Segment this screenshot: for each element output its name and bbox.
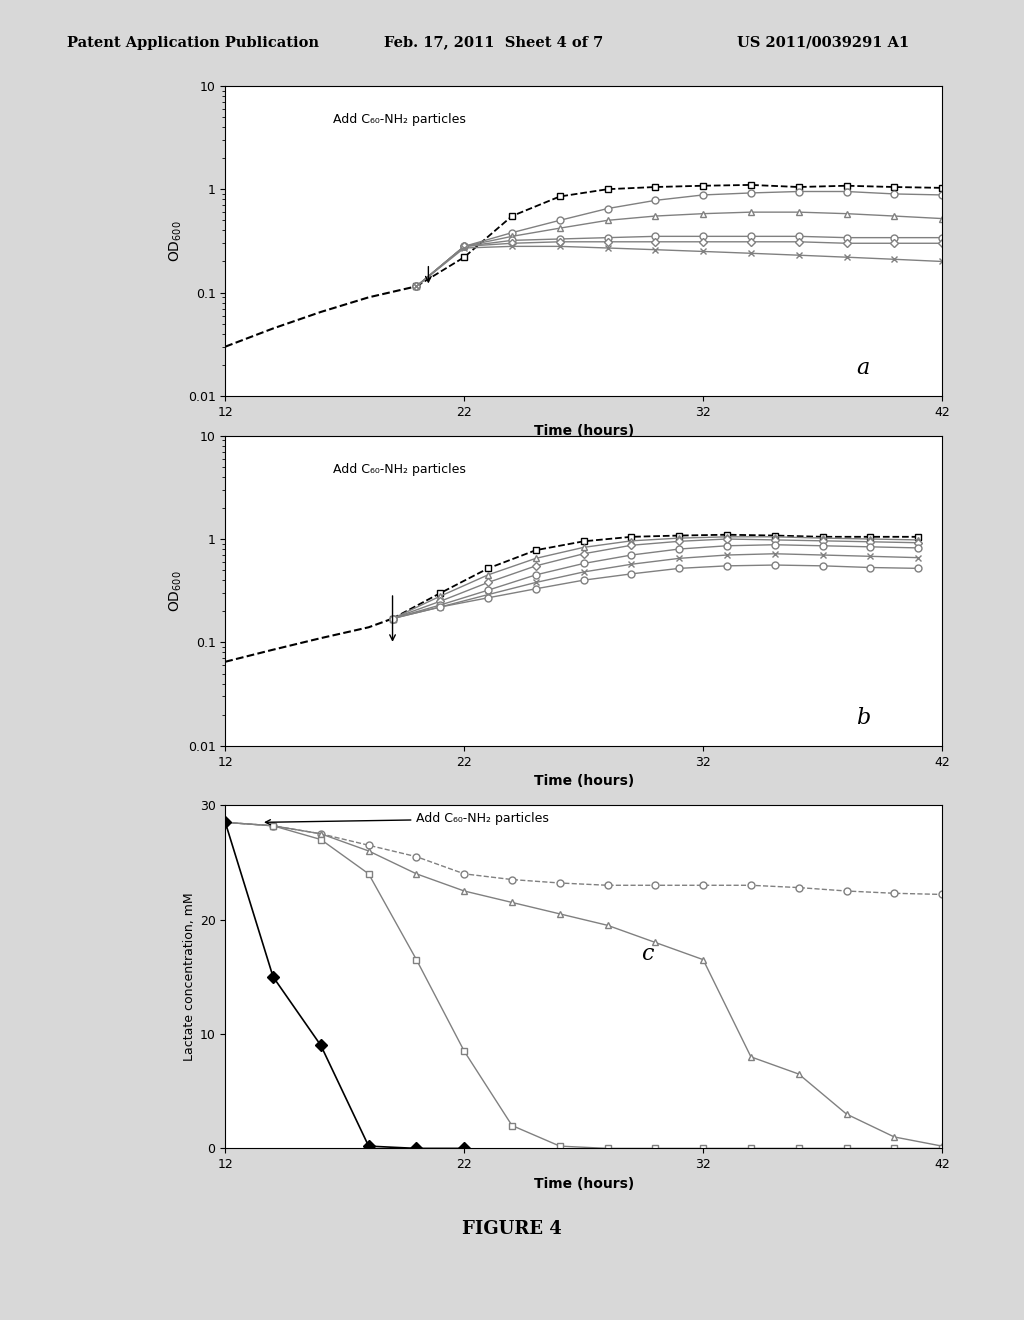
Text: Add C₆₀-NH₂ particles: Add C₆₀-NH₂ particles xyxy=(333,114,466,125)
Text: c: c xyxy=(641,942,653,965)
Text: b: b xyxy=(856,708,870,729)
Text: Patent Application Publication: Patent Application Publication xyxy=(67,36,318,50)
X-axis label: Time (hours): Time (hours) xyxy=(534,1176,634,1191)
Text: Feb. 17, 2011  Sheet 4 of 7: Feb. 17, 2011 Sheet 4 of 7 xyxy=(384,36,603,50)
Y-axis label: Lactate concentration, mM: Lactate concentration, mM xyxy=(182,892,196,1061)
Text: Add C₆₀-NH₂ particles: Add C₆₀-NH₂ particles xyxy=(265,812,549,825)
X-axis label: Time (hours): Time (hours) xyxy=(534,424,634,438)
Text: FIGURE 4: FIGURE 4 xyxy=(462,1220,562,1238)
Text: US 2011/0039291 A1: US 2011/0039291 A1 xyxy=(737,36,909,50)
Text: a: a xyxy=(856,358,869,379)
Y-axis label: OD$_{600}$: OD$_{600}$ xyxy=(167,570,183,611)
X-axis label: Time (hours): Time (hours) xyxy=(534,774,634,788)
Text: Add C₆₀-NH₂ particles: Add C₆₀-NH₂ particles xyxy=(333,463,466,475)
Y-axis label: OD$_{600}$: OD$_{600}$ xyxy=(167,220,183,261)
